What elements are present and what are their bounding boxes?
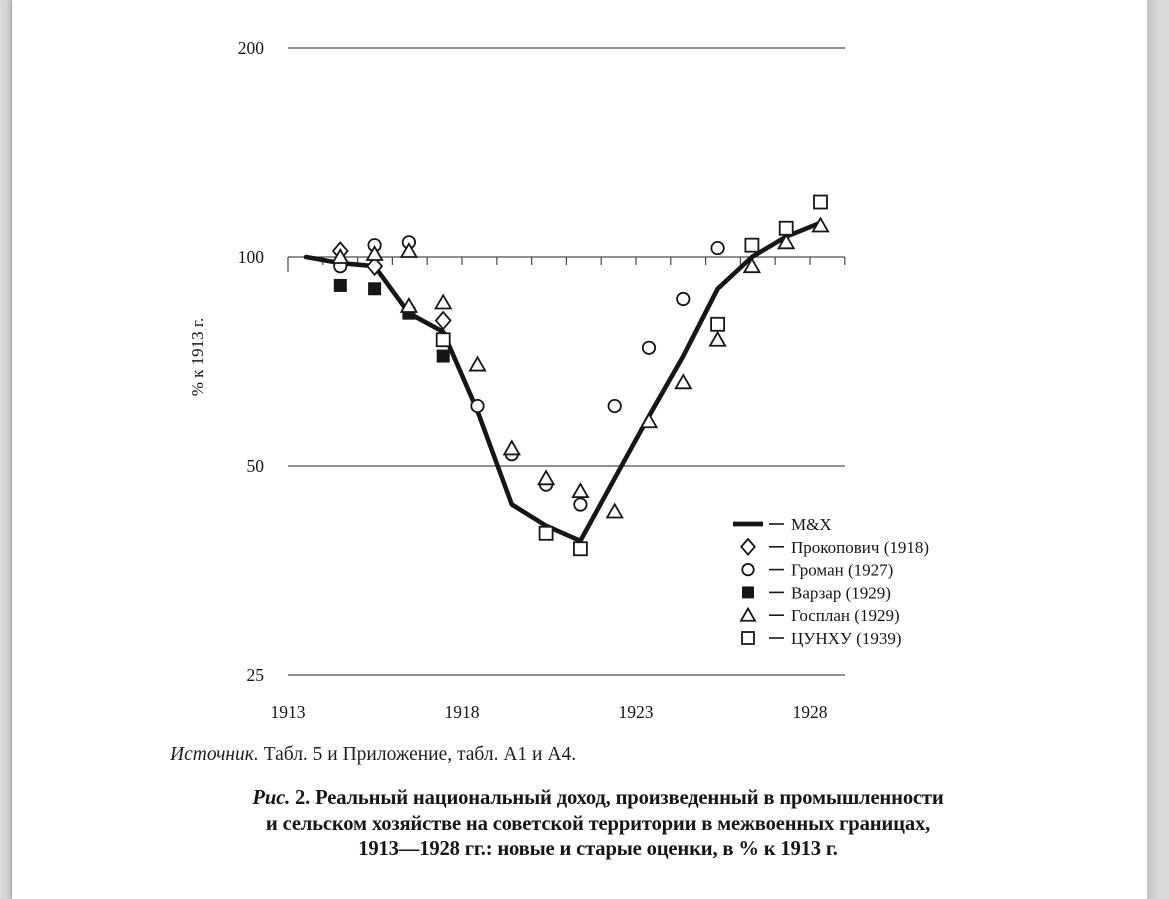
figure-caption-line3: 1913—1928 гг.: новые и старые оценки, в …	[358, 836, 838, 861]
series-square	[435, 194, 828, 557]
legend-label: Громан (1927)	[791, 561, 893, 580]
triangle-marker	[708, 330, 727, 347]
series-triangle	[331, 216, 830, 519]
x-tick-label: 1928	[793, 702, 828, 722]
square-marker	[710, 316, 725, 332]
y-axis-title: % к 1913 г.	[188, 318, 207, 396]
y-tick-label: 100	[238, 247, 265, 267]
legend-row: ЦУНХУ (1939)	[741, 629, 901, 648]
circle-marker	[573, 497, 588, 512]
legend-row: Громан (1927)	[741, 561, 893, 580]
y-tick-label: 50	[247, 456, 265, 476]
diamond-marker	[740, 537, 756, 557]
legend-label: Госплан (1929)	[791, 606, 900, 625]
viewer-right-margin	[1147, 0, 1169, 899]
triangle-marker	[399, 296, 419, 313]
series-diamond	[331, 241, 452, 331]
circle-marker	[607, 398, 622, 414]
triangle-marker	[742, 257, 762, 274]
legend-label: Прокопович (1918)	[791, 538, 929, 557]
triangle-marker	[605, 502, 624, 519]
series-thick-line	[303, 220, 823, 544]
figure-caption-prefix: Рис.	[252, 785, 291, 809]
document-page: Источник. Табл. 5 и Приложение, табл. А1…	[12, 0, 1147, 899]
legend-label: Варзар (1929)	[791, 583, 891, 602]
triangle-marker	[639, 412, 659, 429]
triangle-marker	[502, 439, 521, 456]
triangle-marker	[536, 469, 556, 486]
figure-caption-line2: и сельском хозяйстве на советской террит…	[265, 810, 931, 835]
filled-square-marker	[436, 349, 450, 363]
triangle-marker	[468, 355, 487, 372]
circle-marker	[741, 562, 755, 577]
x-tick-label: 1923	[619, 702, 654, 722]
square-marker	[573, 541, 588, 557]
square-marker	[538, 525, 554, 541]
triangle-marker	[674, 373, 693, 390]
source-note-label: Источник.	[170, 744, 259, 765]
diamond-marker	[366, 256, 384, 277]
filled-square-marker	[742, 586, 754, 599]
triangle-marker	[739, 606, 757, 622]
triangle-marker	[571, 482, 590, 499]
square-marker	[813, 194, 828, 210]
circle-marker	[641, 340, 657, 355]
square-marker	[744, 237, 760, 253]
legend-row: Прокопович (1918)	[740, 537, 929, 557]
figure-caption-line1: Рис. 2. Реальный национальный доход, про…	[252, 785, 944, 809]
filled-square-marker	[368, 282, 382, 296]
square-marker	[741, 631, 755, 645]
triangle-marker	[434, 293, 453, 310]
viewer-left-margin	[0, 0, 12, 899]
square-marker	[778, 220, 794, 236]
y-tick-label: 200	[238, 38, 265, 58]
circle-marker	[710, 240, 725, 256]
triangle-marker	[331, 247, 350, 264]
mh-line	[303, 220, 823, 544]
legend-label: М&Х	[791, 515, 832, 534]
triangle-marker	[811, 216, 830, 233]
y-tick-label: 25	[247, 665, 265, 685]
square-marker	[435, 332, 451, 348]
circle-marker	[676, 291, 691, 307]
triangle-marker	[365, 244, 384, 261]
filled-square-marker	[333, 278, 347, 292]
legend-row: М&Х	[733, 515, 832, 534]
triangle-marker	[399, 242, 419, 258]
legend-label: ЦУНХУ (1939)	[791, 629, 901, 648]
legend: М&Х Прокопович (1918) Громан (1927) Варзар …	[733, 515, 929, 648]
circle-marker	[470, 398, 485, 414]
x-tick-label: 1913	[271, 702, 306, 722]
source-note: Источник. Табл. 5 и Приложение, табл. А1…	[170, 744, 576, 766]
series-circle	[333, 235, 725, 512]
x-tick-label: 1918	[445, 702, 480, 722]
triangle-marker	[777, 233, 796, 250]
legend-row: Госплан (1929)	[739, 606, 900, 625]
diamond-marker	[434, 310, 452, 331]
figure-caption: Рис. 2. Реальный национальный доход, про…	[176, 785, 1021, 862]
legend-row: Варзар (1929)	[742, 583, 891, 602]
source-note-text: Табл. 5 и Приложение, табл. А1 и А4.	[258, 744, 577, 765]
